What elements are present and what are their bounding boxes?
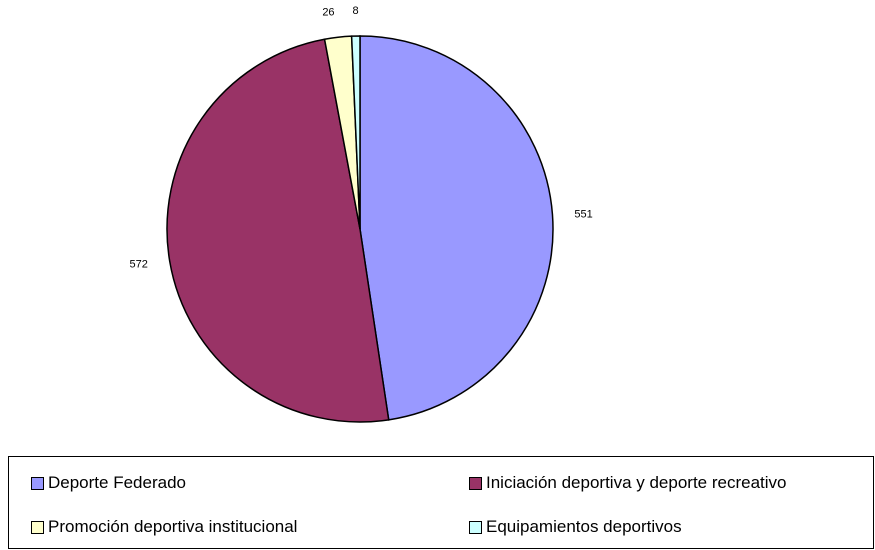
pie-slice-equipamientos-deportivos <box>350 35 361 230</box>
legend-label-deporte-federado: Deporte Federado <box>48 473 186 492</box>
data-label-deporte-federado: 551 <box>574 209 592 221</box>
legend-item-equipamientos-deportivos: Equipamientos deportivos <box>469 517 682 537</box>
pie-slice-deporte-federado <box>359 35 554 421</box>
legend-item-iniciacion-deportiva: Iniciación deportiva y deporte recreativ… <box>469 473 787 493</box>
pie-slice-iniciacion-deportiva-y-deporte-recreativo <box>166 38 390 423</box>
legend-item-deporte-federado: Deporte Federado <box>31 473 186 493</box>
data-label-promocion-deportiva-institucional: 26 <box>322 6 334 18</box>
legend: Deporte Federado Iniciación deportiva y … <box>8 456 874 549</box>
legend-label-promocion-deportiva: Promoción deportiva institucional <box>48 517 298 536</box>
legend-label-iniciacion-deportiva: Iniciación deportiva y deporte recreativ… <box>486 473 787 492</box>
legend-swatch-iniciacion-deportiva <box>469 476 482 490</box>
data-label-iniciacion-deportiva-y-deporte-recreativo: 572 <box>130 258 148 270</box>
pie-chart: 551 572 26 8 <box>130 5 593 423</box>
legend-label-equipamientos-deportivos: Equipamientos deportivos <box>486 517 682 536</box>
legend-swatch-equipamientos-deportivos <box>469 520 482 534</box>
legend-item-promocion-deportiva: Promoción deportiva institucional <box>31 517 297 537</box>
legend-swatch-deporte-federado <box>31 476 44 490</box>
legend-swatch-promocion-deportiva <box>31 520 44 534</box>
data-label-equipamientos-deportivos: 8 <box>352 5 358 17</box>
